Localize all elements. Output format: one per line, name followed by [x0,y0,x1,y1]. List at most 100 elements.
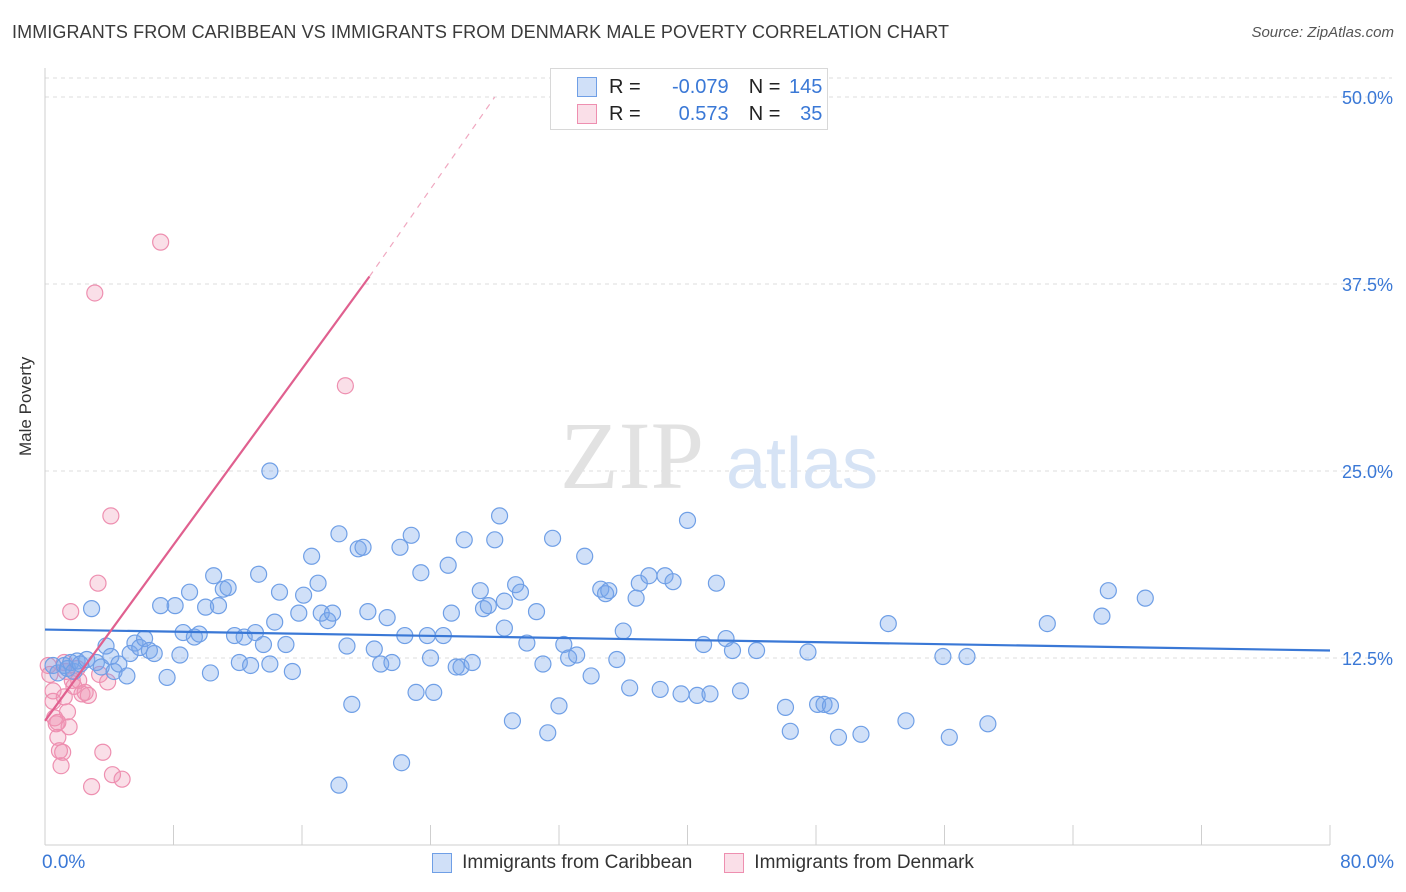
data-point-caribbean [511,583,530,601]
data-point-caribbean [254,635,273,654]
stats-row-caribbean: R = -0.079 N = 145 [551,74,822,100]
data-point-caribbean [323,604,342,622]
data-point-caribbean [455,531,473,549]
data-point-caribbean [694,635,713,654]
r-value: 0.573 [678,102,729,125]
data-point-caribbean [309,574,327,592]
data-point-caribbean [897,712,915,730]
stats-legend: R = -0.079 N = 145 R = 0.573 N = 35 [550,68,828,130]
data-point-caribbean [815,695,833,713]
data-point-caribbean [290,604,308,622]
data-point-caribbean [640,567,658,585]
data-point-caribbean [452,658,470,676]
n-value: 145 [789,75,823,98]
data-point-caribbean [471,582,489,600]
data-point-caribbean [140,641,159,660]
data-point-denmark [76,683,94,702]
data-point-caribbean [463,653,481,672]
data-point-caribbean [277,635,295,654]
r-label: R = [609,102,641,125]
data-point-denmark [103,766,122,784]
data-point-denmark [89,574,107,592]
data-point-caribbean [1136,589,1154,607]
data-point-caribbean [242,656,260,675]
data-point-caribbean [934,647,952,666]
data-point-caribbean [495,619,513,637]
data-point-caribbean [781,722,799,740]
data-point-caribbean [283,662,301,681]
data-point-caribbean [118,667,136,685]
data-point-caribbean [78,650,96,669]
data-point-caribbean [600,582,618,600]
data-point-caribbean [608,650,626,669]
data-point-caribbean [614,622,632,640]
data-point-caribbean [490,507,509,525]
data-point-caribbean [266,613,284,631]
trend-line-caribbean [44,628,1331,652]
data-point-caribbean [354,538,372,556]
data-point-caribbean [829,728,848,746]
data-point-denmark [54,743,72,761]
data-point-caribbean [621,679,639,697]
data-point-caribbean [550,697,568,715]
data-point-denmark [86,284,104,302]
stats-row-denmark: R = 0.573 N = 35 [551,101,822,127]
x-tick-max: 80.0% [1340,852,1394,873]
n-value: 35 [800,102,823,125]
data-point-caribbean [131,638,149,657]
data-point-caribbean [439,556,457,574]
y-tick-label: 12.5% [1342,649,1393,669]
data-point-caribbean [205,567,223,585]
data-point-caribbean [230,653,248,672]
data-point-caribbean [495,592,513,610]
data-point-caribbean [261,655,279,673]
data-point-denmark [52,757,70,775]
trend-lines [44,96,1331,722]
data-point-caribbean [219,579,237,597]
watermark-atlas: atlas [726,424,878,504]
data-point-caribbean [209,597,228,615]
legend-item-denmark[interactable]: Immigrants from Denmark [724,852,974,874]
data-point-caribbean [190,625,208,643]
data-point-caribbean [979,715,997,733]
data-point-caribbean [568,646,586,664]
data-point-caribbean [731,682,750,700]
legend-label-denmark: Immigrants from Denmark [754,852,974,873]
caribbean-legend-swatch [432,853,453,873]
series-caribbean-points [44,462,1154,794]
data-point-denmark [113,770,131,788]
data-point-caribbean [359,603,377,621]
watermark: ZIP atlas [560,402,878,509]
source-label: Source: ZipAtlas.com [1251,24,1394,41]
data-point-denmark [102,507,120,525]
data-point-caribbean [250,565,268,583]
grid-lines [45,77,1392,659]
legend-item-caribbean[interactable]: Immigrants from Caribbean [432,852,692,874]
data-point-denmark [152,233,170,251]
series-legend: Immigrants from Caribbean Immigrants fro… [0,852,1406,874]
data-point-caribbean [197,598,215,616]
data-point-caribbean [582,667,600,685]
watermark-zip: ZIP [560,402,704,509]
data-point-caribbean [503,712,522,730]
data-point-caribbean [474,600,493,618]
data-point-caribbean [442,604,460,622]
denmark-legend-swatch [724,853,745,873]
data-point-caribbean [534,655,552,673]
data-point-caribbean [152,597,170,615]
y-tick-label: 37.5% [1342,275,1393,295]
r-value: -0.079 [671,75,729,98]
data-point-caribbean [852,725,870,743]
data-point-caribbean [747,641,766,660]
data-point-caribbean [518,634,536,652]
data-point-caribbean [121,644,139,663]
data-point-caribbean [158,668,176,687]
data-point-caribbean [723,641,742,660]
data-point-caribbean [261,462,279,480]
y-tick-label: 25.0% [1342,462,1393,482]
data-point-caribbean [402,526,420,544]
data-point-caribbean [180,583,199,601]
chart-title: IMMIGRANTS FROM CARIBBEAN VS IMMIGRANTS … [12,22,950,42]
data-point-denmark [49,713,67,731]
